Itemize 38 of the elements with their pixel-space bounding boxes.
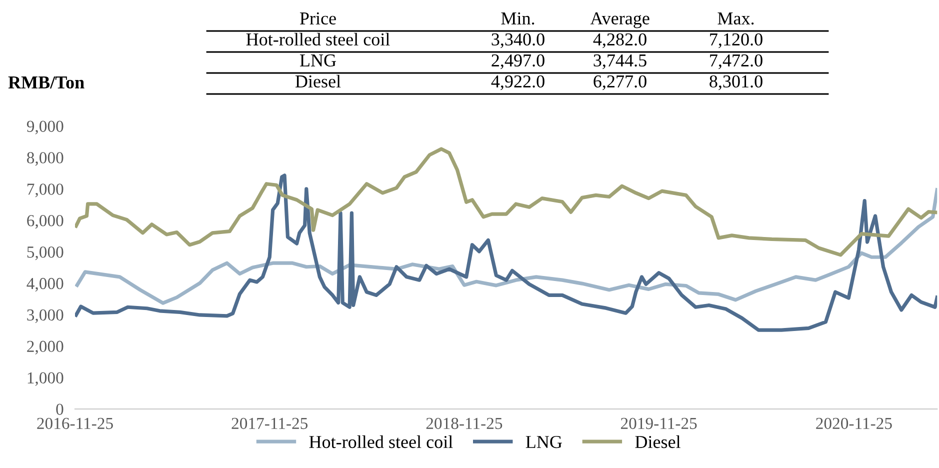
line-series [75, 188, 938, 305]
y-tick-label: 9,000 [26, 120, 64, 134]
y-tick-label: 4,000 [26, 278, 64, 292]
text: 4,922.0 [491, 75, 544, 90]
y-tick-label: 0 [56, 404, 64, 415]
y-tick-label: 7,000 [27, 184, 64, 198]
y-tick-label: 5,000 [27, 246, 64, 260]
y-tick-label: 8,000 [27, 152, 64, 166]
text: 7,120.0 [710, 33, 762, 48]
y-tick-label: 2,000 [27, 340, 64, 354]
text: 3,744.5 [594, 54, 646, 70]
y-axis-title: RMB/Ton [8, 76, 84, 89]
x-tick-label: 2019-11-25 [620, 418, 697, 430]
text: Average [590, 12, 650, 28]
text: LNG [300, 54, 336, 67]
legend-label: Diesel [635, 435, 680, 448]
x-tick-label: 2016-11-25 [37, 418, 113, 430]
text: 4,282.0 [593, 33, 646, 48]
x-tick-label: 2018-11-25 [426, 418, 502, 430]
legend-label: Hot-rolled steel coil [309, 435, 453, 448]
x-tick-label: 2020-11-25 [816, 418, 892, 430]
x-tick-label: 2017-11-25 [232, 418, 308, 430]
text: Price [300, 12, 336, 25]
text: Min. [501, 12, 534, 25]
text: Diesel [295, 74, 341, 88]
text: 3,340.0 [492, 33, 544, 48]
text: Max. [718, 12, 754, 25]
text: 2,497.0 [492, 54, 544, 70]
legend-label: LNG [526, 436, 562, 448]
y-tick-label: 1,000 [28, 372, 64, 386]
y-tick-label: 3,000 [27, 309, 64, 324]
line-series [75, 174, 938, 332]
text: 6,277.0 [594, 75, 646, 90]
text: Hot-rolled steel coil [246, 32, 390, 46]
line-series [75, 147, 938, 257]
text: 7,472.0 [710, 54, 762, 70]
y-tick-label: 6,000 [27, 215, 64, 229]
text: 8,301.0 [710, 75, 762, 90]
